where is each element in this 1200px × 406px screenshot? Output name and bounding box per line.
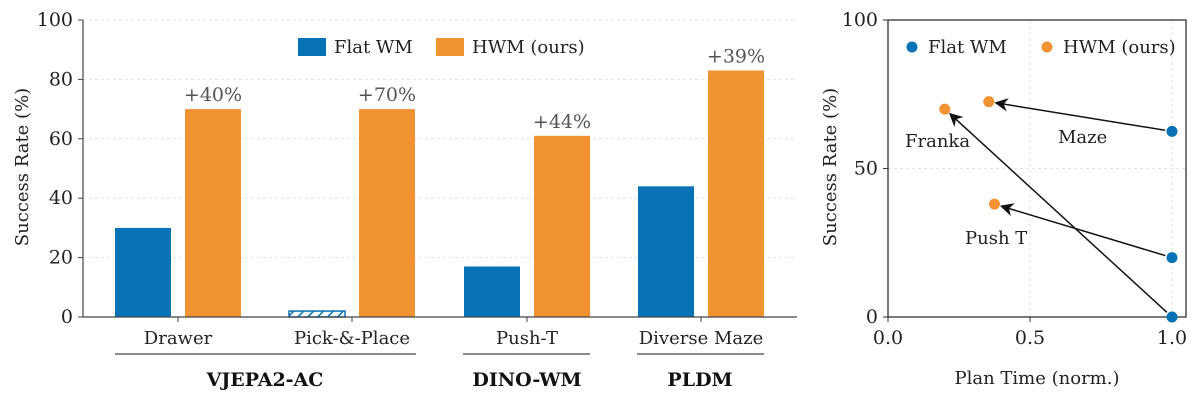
bar-flat-wm-drawer [115, 227, 171, 317]
scatter-chart-x-tick-label: 0.0 [873, 327, 903, 349]
bar-hwm-push-t [534, 135, 590, 317]
arrow-label-push-t: Push T [965, 228, 1027, 249]
bar-chart-category-label: Diverse Maze [639, 328, 764, 349]
bar-chart-y-tick-label: 100 [37, 9, 73, 31]
bar-chart-y-tick-label: 0 [61, 306, 73, 328]
bar-chart-y-axis-label: Success Rate (%) [12, 88, 33, 246]
arrow-franka [948, 112, 1168, 313]
bar-chart-y-tick-label: 60 [49, 128, 73, 150]
bar-hwm-pick-place [359, 109, 415, 317]
scatter-chart-y-tick-label: 50 [854, 158, 878, 180]
scatter-chart-x-tick-label: 1.0 [1157, 327, 1187, 349]
bar-chart: +40% +70% +44% +39% 0 20 40 60 80 100 Drawer Pick-… [12, 9, 797, 391]
bar-delta-label: +44% [533, 111, 591, 133]
arrow-push-t [999, 203, 1166, 257]
scatter-chart-y-tick-label: 100 [842, 9, 878, 31]
arrow-maze [994, 98, 1166, 131]
bar-hwm-diverse-maze [708, 70, 764, 318]
legend-label-flat-wm: Flat WM [334, 37, 413, 58]
group-label-vjepa2-ac: VJEPA2-AC [206, 369, 324, 391]
bar-chart-category-label: Push-T [496, 328, 558, 349]
scatter-chart-gridlines [888, 20, 1186, 317]
legend-swatch-flat-wm [298, 38, 326, 56]
group-label-pldm: PLDM [667, 369, 732, 391]
bar-hwm-drawer [185, 109, 241, 317]
scatter-chart-x-axis-label: Plan Time (norm.) [955, 368, 1120, 389]
scatter-chart-axes: 0 50 100 0.0 0.5 1.0 [842, 9, 1187, 349]
legend-label-flat-wm: Flat WM [928, 37, 1007, 58]
point-hwm [939, 103, 951, 115]
legend-dot-flat-wm [906, 41, 918, 53]
scatter-chart-points [939, 96, 1178, 323]
legend-label-hwm: HWM (ours) [1063, 37, 1176, 58]
scatter-chart-arrows [948, 98, 1168, 313]
point-hwm [989, 198, 1000, 210]
point-flat-wm [1166, 125, 1178, 137]
bar-chart-y-tick-label: 40 [49, 187, 73, 209]
point-flat-wm [1166, 252, 1178, 264]
bar-chart-legend: Flat WM HWM (ours) [298, 37, 585, 58]
bar-chart-y-tick-label: 80 [49, 68, 73, 90]
scatter-chart-y-tick-label: 0 [866, 306, 878, 328]
bar-delta-label: +39% [707, 45, 765, 67]
legend-dot-hwm [1041, 41, 1053, 53]
arrow-label-maze: Maze [1058, 127, 1107, 148]
bar-chart-group-labels: VJEPA2-AC DINO-WM PLDM [115, 353, 764, 391]
legend-swatch-hwm [436, 38, 464, 56]
bar-delta-label: +70% [358, 84, 416, 106]
point-hwm [983, 96, 995, 108]
point-flat-wm [1166, 311, 1178, 323]
bar-flat-wm-push-t [464, 266, 520, 317]
bar-chart-axes: 0 20 40 60 80 100 Drawer Pick-&-Place Push-T Dive… [37, 9, 797, 349]
scatter-chart: 0 50 100 0.0 0.5 1.0 Success Rate (%) Plan Ti… [820, 9, 1187, 389]
bar-delta-label: +40% [184, 84, 242, 106]
scatter-chart-legend: Flat WM HWM (ours) [906, 37, 1176, 58]
bar-chart-y-tick-label: 20 [49, 247, 73, 269]
legend-label-hwm: HWM (ours) [472, 37, 585, 58]
scatter-chart-y-axis-label: Success Rate (%) [820, 88, 841, 246]
bar-chart-category-label: Pick-&-Place [294, 328, 410, 349]
group-label-dino-wm: DINO-WM [472, 369, 581, 391]
bar-flat-wm-pick-place [288, 310, 346, 318]
scatter-chart-x-tick-label: 0.5 [1015, 327, 1045, 349]
arrow-label-franka: Franka [905, 131, 970, 152]
bar-chart-bars: +40% +70% +44% +39% [115, 45, 765, 318]
bar-chart-category-label: Drawer [144, 328, 213, 349]
bar-flat-wm-diverse-maze [638, 186, 694, 317]
